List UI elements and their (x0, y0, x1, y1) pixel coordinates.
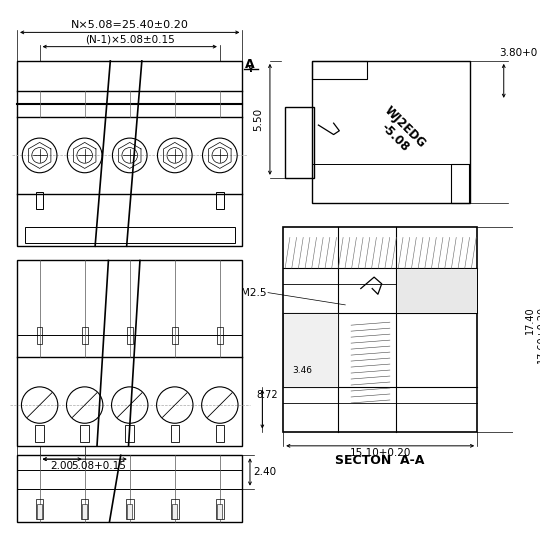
Text: 17.60+0.20: 17.60+0.20 (537, 306, 540, 363)
Bar (216, 192, 224, 209)
Bar (37, 327, 43, 344)
Text: N×5.08=25.40±0.20: N×5.08=25.40±0.20 (71, 20, 188, 30)
Bar (35, 426, 44, 442)
Text: 2.00: 2.00 (51, 461, 73, 471)
Bar (172, 504, 177, 519)
Text: 15.10+0.20: 15.10+0.20 (349, 448, 411, 458)
Text: (N-1)×5.08±0.15: (N-1)×5.08±0.15 (85, 35, 174, 45)
Bar (80, 426, 89, 442)
Text: 3.46: 3.46 (293, 366, 313, 375)
Bar (17, 260, 242, 446)
Bar (125, 426, 134, 442)
Bar (127, 327, 133, 344)
Text: 2.40: 2.40 (254, 467, 276, 477)
Bar (396, 268, 477, 313)
Bar (215, 426, 224, 442)
Bar (216, 499, 224, 519)
Bar (284, 227, 477, 431)
Text: SECTON  A-A: SECTON A-A (335, 454, 425, 467)
Bar (81, 499, 89, 519)
Bar (451, 164, 469, 204)
Bar (17, 61, 242, 246)
Text: 5.50: 5.50 (253, 108, 264, 131)
Bar (312, 61, 367, 79)
Bar (312, 61, 470, 204)
Bar (126, 499, 133, 519)
Text: 3.80+0: 3.80+0 (499, 48, 537, 58)
Bar (36, 499, 43, 519)
Bar (37, 504, 42, 519)
Bar (285, 106, 314, 178)
Bar (218, 504, 222, 519)
Bar (25, 227, 235, 244)
Bar (36, 192, 43, 209)
Text: M2.5: M2.5 (241, 288, 266, 298)
Bar (171, 426, 179, 442)
Bar (217, 327, 222, 344)
Text: WJ2EDG
-5.08: WJ2EDG -5.08 (372, 104, 429, 161)
Text: 8.72: 8.72 (256, 390, 278, 400)
Text: 5.08+0.15: 5.08+0.15 (71, 461, 126, 471)
Bar (284, 313, 338, 387)
Bar (82, 327, 87, 344)
Bar (171, 499, 179, 519)
Text: 17.40: 17.40 (525, 306, 535, 334)
Bar (172, 327, 178, 344)
Bar (127, 504, 132, 519)
Text: A: A (245, 58, 255, 71)
Bar (17, 455, 242, 522)
Bar (82, 504, 87, 519)
